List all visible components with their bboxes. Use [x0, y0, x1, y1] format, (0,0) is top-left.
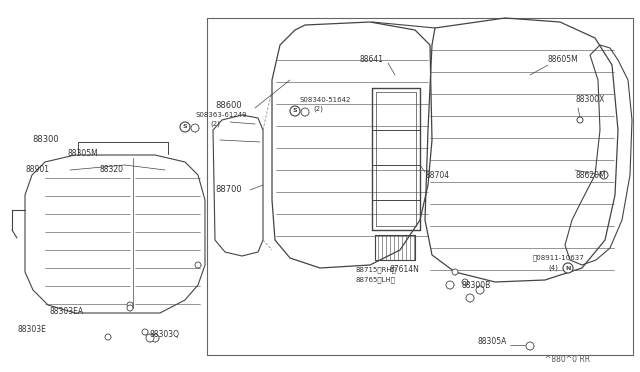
Text: 88320: 88320 [100, 166, 124, 174]
Text: 88303EA: 88303EA [50, 308, 84, 317]
Text: (2): (2) [210, 121, 220, 127]
Text: 88303Q: 88303Q [150, 330, 180, 340]
Text: 88600: 88600 [215, 100, 242, 109]
Circle shape [476, 286, 484, 294]
Text: 88700: 88700 [215, 186, 242, 195]
Text: 88620M: 88620M [575, 170, 605, 180]
Text: ^880^0 RR: ^880^0 RR [545, 356, 590, 365]
Circle shape [452, 269, 458, 275]
Circle shape [191, 124, 199, 132]
Circle shape [151, 334, 159, 342]
Circle shape [105, 334, 111, 340]
Text: 88605M: 88605M [548, 55, 579, 64]
Circle shape [127, 302, 133, 308]
Text: 88303E: 88303E [18, 326, 47, 334]
Circle shape [600, 171, 608, 179]
Circle shape [127, 305, 133, 311]
Text: 88305M: 88305M [68, 150, 99, 158]
Text: 88300: 88300 [32, 135, 59, 144]
Circle shape [301, 108, 309, 116]
Circle shape [563, 263, 573, 273]
Text: N: N [565, 266, 571, 270]
Text: 88765〈LH〉: 88765〈LH〉 [355, 277, 395, 283]
Circle shape [180, 122, 190, 132]
Text: (4): (4) [548, 265, 558, 271]
Circle shape [466, 294, 474, 302]
Text: (2): (2) [313, 106, 323, 112]
Circle shape [142, 329, 148, 335]
Text: 88641: 88641 [360, 55, 384, 64]
Circle shape [462, 279, 468, 285]
Text: 87614N: 87614N [390, 266, 420, 275]
Text: ⓝ08911-10637: ⓝ08911-10637 [533, 255, 585, 261]
Text: S: S [182, 125, 188, 129]
Circle shape [290, 106, 300, 116]
Text: S08340-51642: S08340-51642 [300, 97, 351, 103]
Text: 88901: 88901 [25, 166, 49, 174]
Text: S08363-61249: S08363-61249 [195, 112, 246, 118]
Text: 88305A: 88305A [478, 337, 508, 346]
Text: S: S [292, 109, 298, 113]
Circle shape [526, 342, 534, 350]
Text: 88300X: 88300X [575, 96, 604, 105]
Text: 88715〈RH〉: 88715〈RH〉 [355, 267, 396, 273]
Circle shape [195, 262, 201, 268]
Circle shape [577, 117, 583, 123]
Circle shape [446, 281, 454, 289]
Text: 88704: 88704 [425, 170, 449, 180]
Text: 88300B: 88300B [462, 280, 492, 289]
Circle shape [146, 334, 154, 342]
